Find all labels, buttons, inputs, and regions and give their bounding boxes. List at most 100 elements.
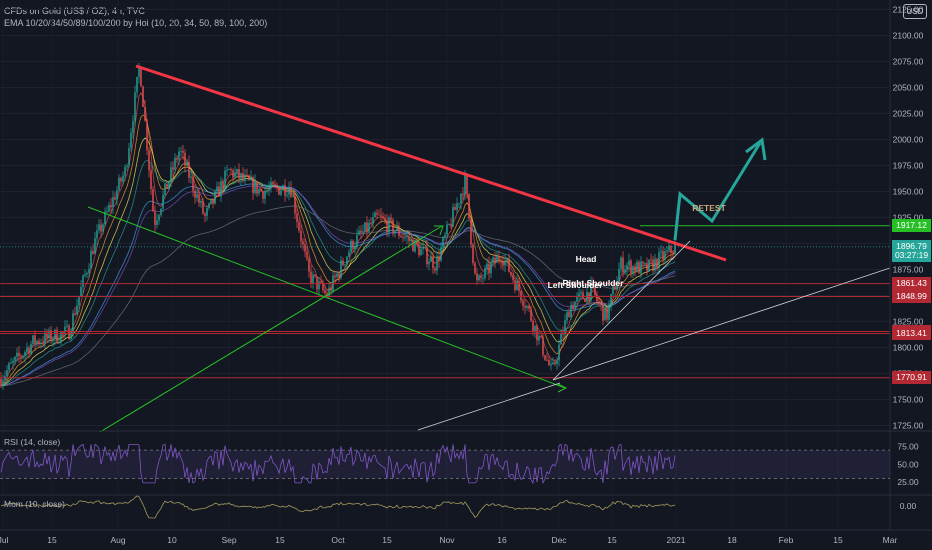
candle-body [294, 195, 296, 214]
candle-body [438, 256, 440, 261]
candle-body [122, 175, 124, 182]
candle-body [8, 363, 10, 371]
candle-body [618, 268, 620, 281]
candle-body [434, 268, 436, 271]
candle-body [2, 380, 4, 386]
candle-body [242, 173, 244, 180]
rsi-pane: 25.00 50.00 75.00 [0, 430, 932, 487]
candle-body [14, 356, 16, 362]
candle-body [572, 304, 574, 310]
candle-body [552, 362, 554, 364]
candle-body [176, 157, 178, 160]
candle-body [126, 165, 128, 167]
candle-body [612, 286, 614, 295]
candle-body [450, 224, 452, 227]
candle-body [510, 271, 512, 276]
rsi-line [0, 443, 676, 485]
candle-body [512, 275, 514, 281]
price-tick-label: 1800.00 [893, 343, 924, 353]
candle-body [364, 222, 366, 232]
candle-body [580, 292, 582, 294]
long-support-line [552, 267, 891, 381]
candle-body [654, 258, 656, 271]
time-tick-label: 16 [497, 535, 507, 545]
candle-body [210, 198, 212, 204]
candle-body [66, 325, 68, 327]
candle-body [440, 247, 442, 261]
candle-body [624, 269, 626, 273]
candle-body [74, 313, 76, 315]
candle-body [486, 263, 488, 269]
candle-body [6, 370, 8, 376]
candle-body [180, 151, 182, 152]
candle-body [128, 148, 130, 166]
candle-body [170, 167, 172, 182]
candle-body [480, 275, 482, 279]
candle-body [362, 231, 364, 233]
candle-body [652, 259, 654, 271]
candle-body [402, 237, 404, 238]
candle-body [596, 294, 598, 302]
candle-body [90, 250, 92, 269]
candle-body [348, 252, 350, 257]
candle-body [550, 363, 552, 366]
candle-body [252, 177, 254, 194]
candle-body [130, 132, 132, 149]
candle-body [344, 264, 346, 266]
candle-body [590, 282, 592, 301]
time-tick-label: 15 [47, 535, 57, 545]
candle-body [200, 200, 202, 203]
price-tick-label: 1875.00 [893, 265, 924, 275]
rsi-tick-label: 50.00 [897, 459, 919, 469]
rsi-tick-label: 25.00 [897, 477, 919, 487]
candle-body [290, 188, 292, 197]
candle-body [284, 185, 286, 196]
candle-body [628, 260, 630, 266]
candle-body [174, 157, 176, 170]
candle-body [64, 326, 66, 333]
candle-body [306, 251, 308, 259]
candle-body [190, 176, 192, 178]
momentum-tick-label: 0.00 [900, 501, 917, 511]
candle-body [528, 305, 530, 309]
candle-body [644, 263, 646, 264]
candles [0, 62, 676, 390]
time-axis[interactable]: Jul 15 Aug 10 Sep 15 Oct 15 Nov 16 Dec 15 2021 18 Feb 1… [0, 529, 932, 545]
candle-body [110, 204, 112, 208]
candle-body [600, 303, 602, 305]
candle-body [88, 268, 90, 273]
candle-body [94, 238, 96, 254]
candle-body [308, 258, 310, 272]
time-tick-label: Feb [779, 535, 794, 545]
candle-body [288, 188, 290, 195]
candle-body [10, 362, 12, 364]
candle-body [186, 161, 188, 166]
candle-body [388, 217, 390, 233]
candle-body [358, 230, 360, 235]
ema-line [0, 137, 676, 387]
candle-body [428, 261, 430, 265]
candle-body [576, 296, 578, 302]
candle-body [28, 347, 30, 354]
candle-body [520, 291, 522, 301]
currency-button[interactable]: USD [903, 4, 927, 19]
candle-body [380, 215, 382, 217]
candle-body [350, 240, 352, 253]
candle-body [352, 240, 354, 250]
candle-body [140, 68, 142, 87]
candle-body [408, 236, 410, 241]
candle-body [608, 304, 610, 320]
candle-body [376, 212, 378, 215]
candle-body [206, 208, 208, 216]
candle-body [328, 287, 330, 297]
candle-body [216, 186, 218, 192]
candle-body [136, 76, 138, 93]
candle-body [392, 219, 394, 234]
candle-body [46, 332, 48, 338]
candle-body [422, 247, 424, 249]
time-tick-label: Dec [551, 535, 567, 545]
price-tick-label: 1975.00 [893, 161, 924, 171]
time-tick-label: Mar [883, 535, 898, 545]
candle-body [194, 190, 196, 198]
